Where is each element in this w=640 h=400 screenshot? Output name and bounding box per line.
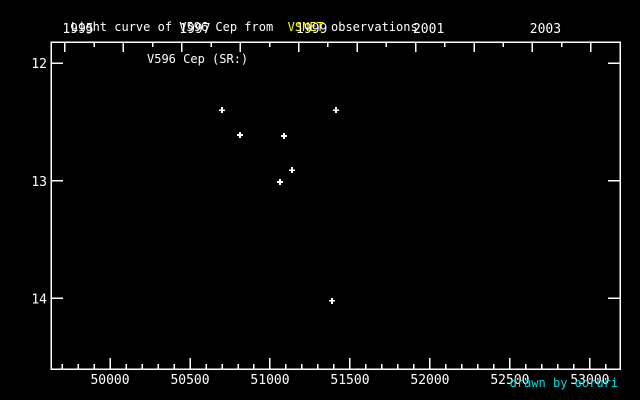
x-tick-label: 50500 — [170, 373, 209, 388]
year-label: 2003 — [530, 22, 561, 37]
x-tick-label: 52500 — [490, 373, 529, 388]
year-label: 1999 — [296, 22, 327, 37]
data-point-marker — [281, 133, 288, 140]
x-tick-label: 50000 — [90, 373, 129, 388]
data-point-marker — [289, 167, 296, 174]
credit-text: drawn by ooruri — [509, 376, 618, 390]
x-tick-label: 51000 — [250, 373, 289, 388]
x-tick-label: 51500 — [330, 373, 369, 388]
mag-tick-label: 12 — [31, 57, 47, 72]
data-point-marker — [219, 107, 226, 114]
year-label: 1997 — [179, 22, 210, 37]
series-label: V596 Cep (SR:) — [147, 52, 249, 66]
year-label: 1995 — [62, 22, 93, 37]
x-tick-label: 53000 — [570, 373, 609, 388]
data-point-marker — [277, 178, 284, 185]
data-point-marker — [237, 131, 244, 138]
year-label: 2001 — [413, 22, 444, 37]
plot-border — [50, 41, 621, 370]
mag-tick-label: 14 — [31, 292, 47, 307]
title-prefix: Light curve of V596 Cep from — [70, 20, 288, 34]
data-point-marker — [329, 297, 336, 304]
title-vsnet: VSNET — [287, 20, 324, 34]
data-point-marker — [333, 107, 340, 114]
mag-tick-label: 13 — [31, 175, 47, 190]
x-tick-label: 52000 — [410, 373, 449, 388]
title-suffix: observations — [323, 20, 418, 34]
page-title: Light curve of V596 Cep from VSNET obser… — [42, 6, 418, 48]
